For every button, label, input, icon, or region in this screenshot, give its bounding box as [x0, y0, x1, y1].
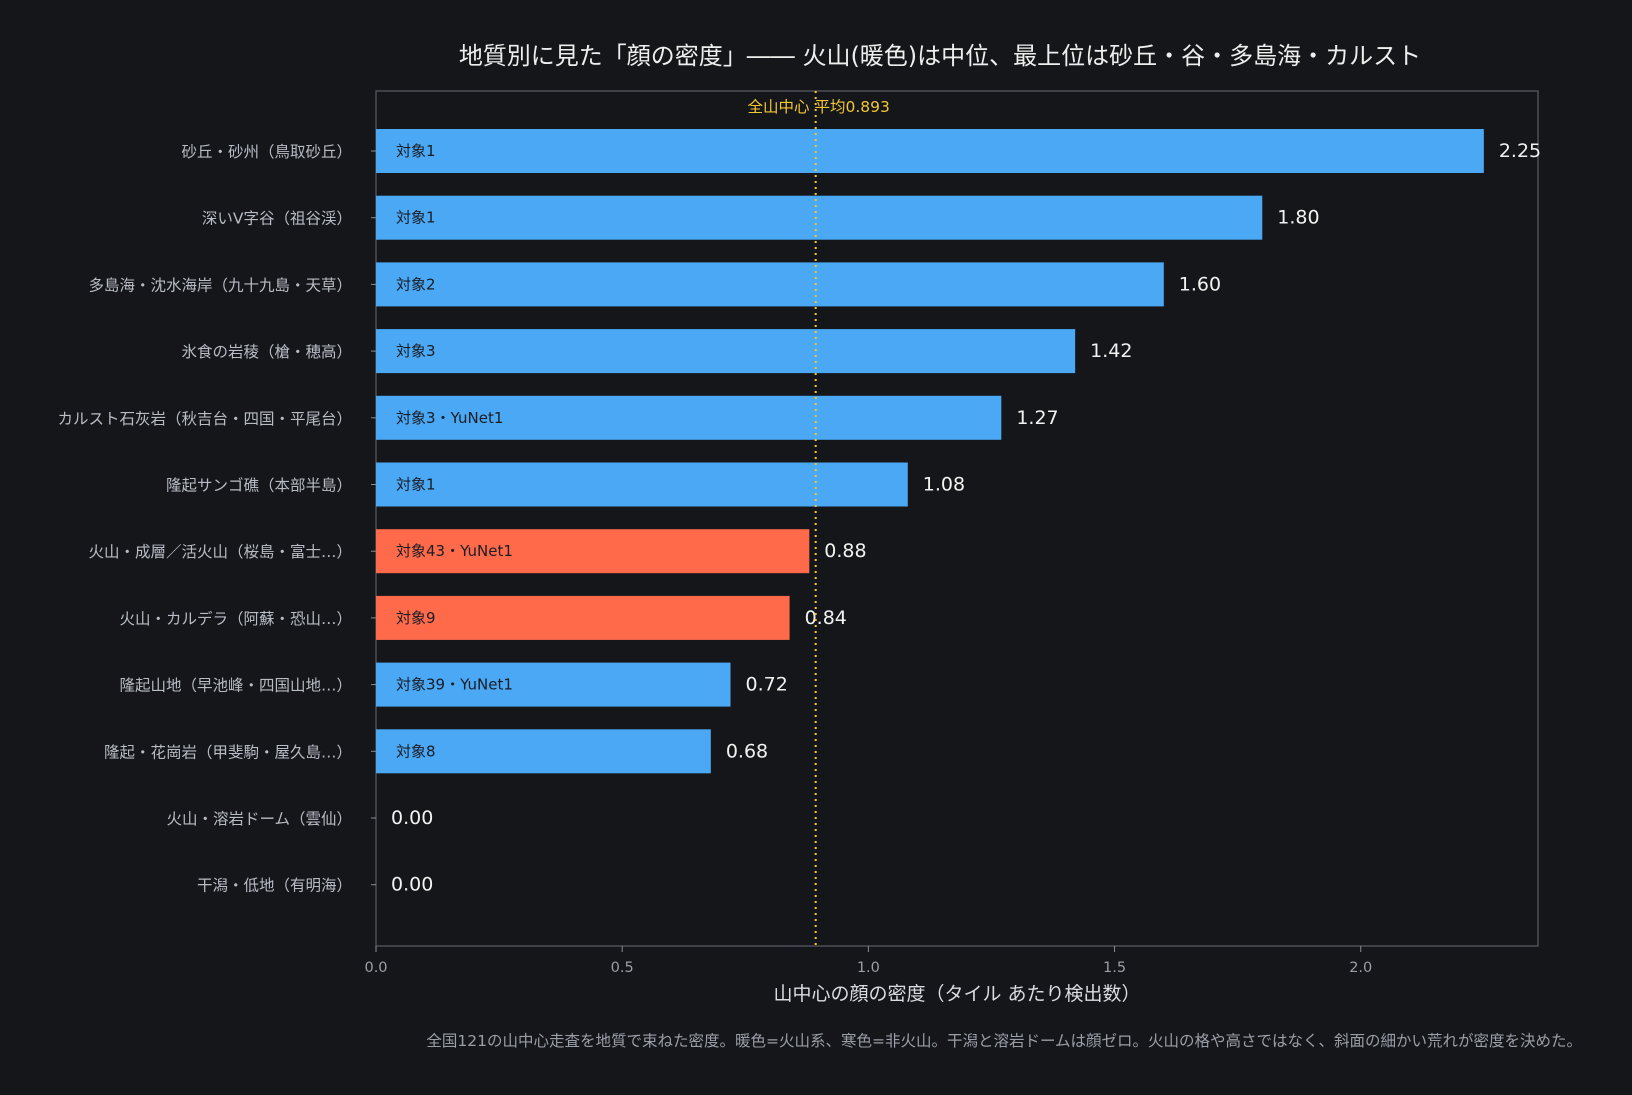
category-label: 隆起・花崗岩（甲斐駒・屋久島…）: [104, 743, 352, 761]
mean-line-label: 全山中心 平均0.893: [748, 98, 890, 116]
category-label: 多島海・沈水海岸（九十九島・天草）: [88, 276, 352, 294]
bar-inner-label: 対象2: [396, 275, 436, 293]
x-axis: 0.0 0.5 1.0 1.5 2.0: [364, 946, 1372, 976]
category-label: 氷食の岩稜（槍・穂高）: [181, 343, 352, 361]
bar-inner-label: 対象3・YuNet1: [396, 409, 503, 427]
bar-inner-label: 対象39・YuNet1: [396, 676, 513, 694]
value-label: 1.80: [1277, 207, 1319, 229]
bar: [376, 262, 1164, 307]
x-tick-label: 2.0: [1349, 960, 1372, 976]
bar: [376, 595, 790, 640]
x-tick-label: 1.5: [1103, 960, 1126, 976]
bar-inner-label: 対象3: [396, 342, 436, 360]
mean-line-group: 全山中心 平均0.893: [748, 91, 890, 946]
y-axis: 砂丘・砂州（鳥取砂丘） 深いV字谷（祖谷渓） 多島海・沈水海岸（九十九島・天草） 氷食…: [57, 143, 376, 895]
category-label: カルスト石灰岩（秋吉台・四国・平尾台）: [57, 410, 352, 428]
value-label: 0.84: [805, 607, 847, 629]
value-label: 1.27: [1016, 407, 1058, 429]
x-tick-label: 1.0: [857, 960, 880, 976]
category-label: 火山・成層／活火山（桜島・富士…）: [88, 543, 352, 561]
bar-inner-label: 対象1: [396, 476, 436, 494]
bar-inner-label: 対象8: [396, 742, 436, 760]
value-label: 0.72: [746, 674, 788, 696]
bar-inner-label: 対象1: [396, 142, 436, 160]
bar: [376, 329, 1076, 374]
bar-inner-label: 対象9: [396, 609, 436, 627]
bar-inner-label: 対象1: [396, 209, 436, 227]
category-label: 深いV字谷（祖谷渓）: [202, 210, 352, 228]
value-label: 2.25: [1499, 140, 1541, 162]
x-axis-title: 山中心の顔の密度（タイル あたり検出数）: [773, 983, 1140, 1005]
chart-title: 地質別に見た「顔の密度」―― 火山(暖色)は中位、最上位は砂丘・谷・多島海・カル…: [459, 42, 1421, 70]
bars-group: 対象1 2.25 対象1 1.80 対象2 1.60 対象3 1.42 対象3・YuNet1 1.…: [376, 129, 1541, 896]
category-label: 隆起サンゴ礁（本部半島）: [166, 476, 352, 495]
bar: [376, 662, 731, 707]
value-label: 1.08: [923, 474, 965, 496]
category-label: 火山・カルデラ（阿蘇・恐山…）: [119, 609, 352, 628]
category-label: 干潟・低地（有明海）: [197, 877, 352, 895]
value-label: 0.00: [391, 807, 433, 829]
x-tick-label: 0.5: [611, 960, 634, 976]
bar-inner-label: 対象43・YuNet1: [396, 542, 513, 560]
bar: [376, 729, 711, 774]
bar: [376, 195, 1263, 240]
chart-caption: 全国121の山中心走査を地質で束ねた密度。暖色=火山系、寒色=非火山。干潟と溶岩…: [426, 1031, 1582, 1050]
value-label: 0.00: [391, 874, 433, 896]
category-label: 隆起山地（早池峰・四国山地…）: [119, 677, 352, 695]
category-label: 砂丘・砂州（鳥取砂丘）: [181, 143, 352, 161]
x-tick-label: 0.0: [364, 960, 387, 976]
value-label: 1.60: [1179, 273, 1221, 295]
value-label: 0.68: [726, 740, 768, 762]
value-label: 1.42: [1090, 340, 1132, 362]
bar: [376, 529, 810, 574]
category-label: 火山・溶岩ドーム（雲仙）: [166, 810, 352, 828]
value-label: 0.88: [824, 540, 866, 562]
bar: [376, 395, 1002, 440]
bar: [376, 462, 908, 507]
plot-frame: [375, 90, 1539, 947]
bar: [376, 129, 1484, 173]
